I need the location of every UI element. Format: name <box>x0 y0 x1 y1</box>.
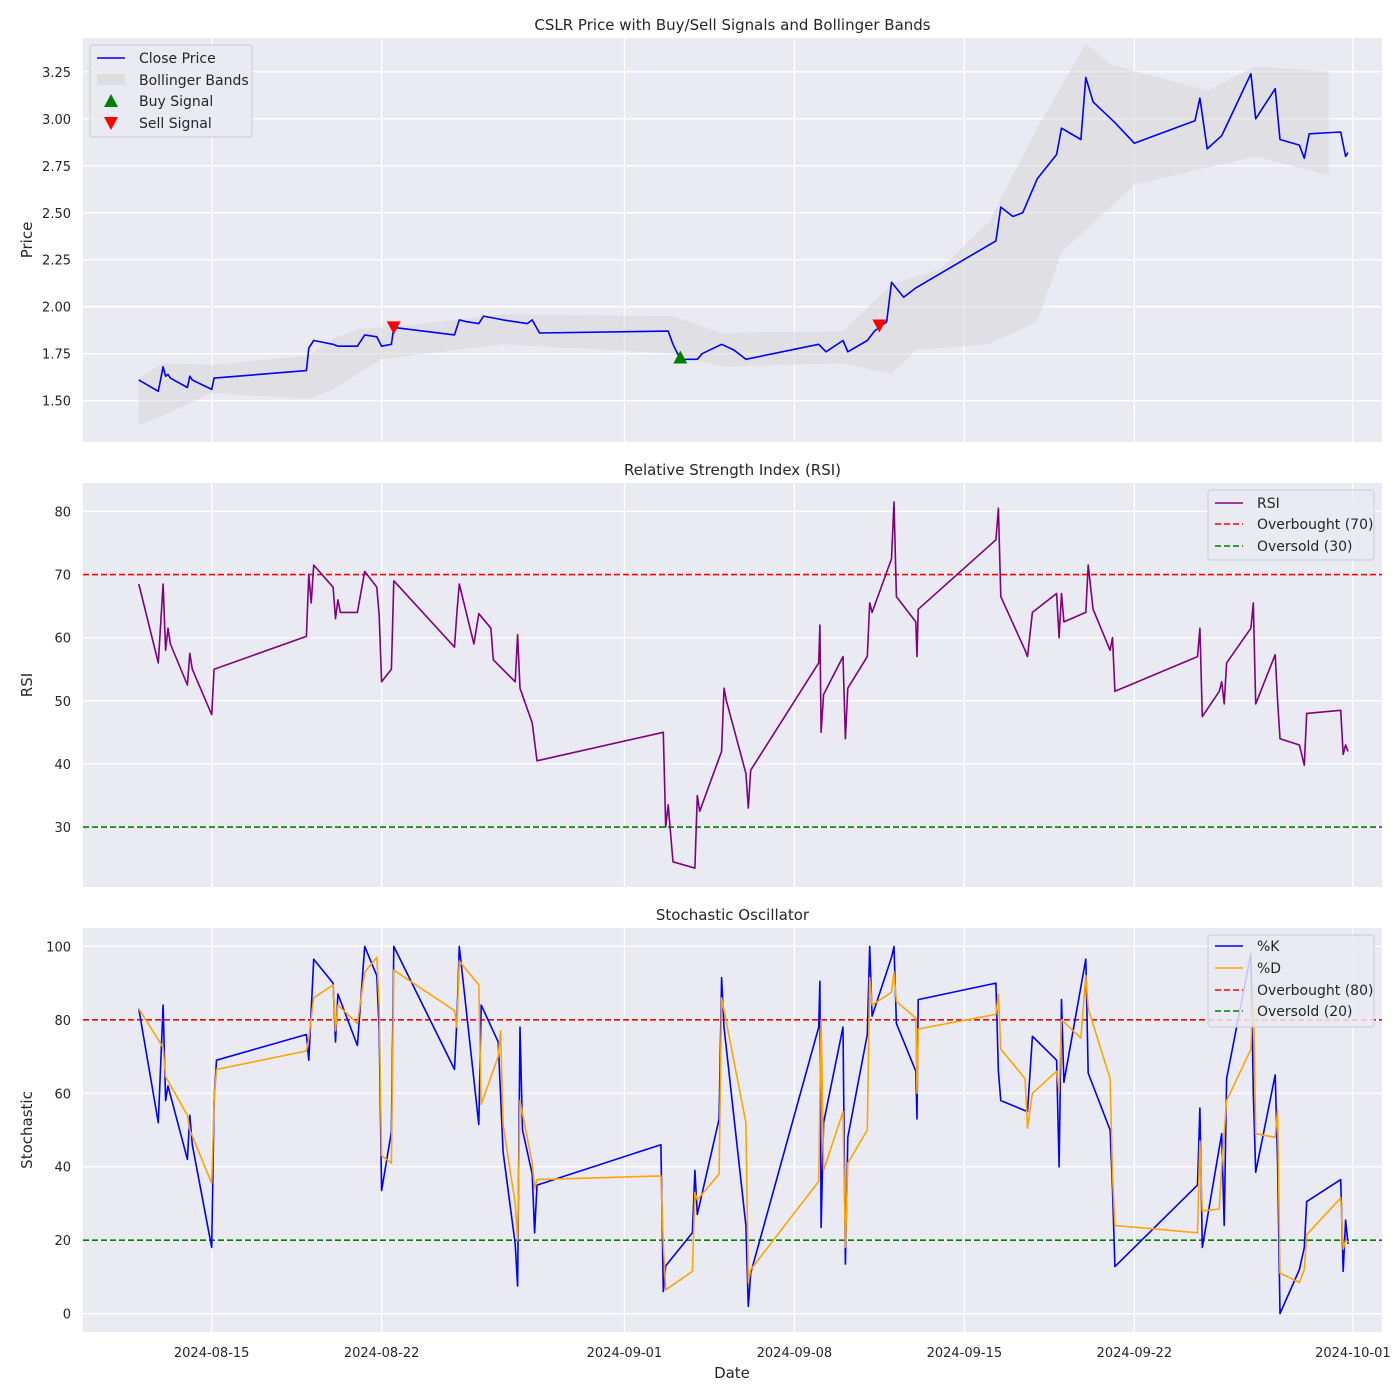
axes-background <box>83 483 1382 887</box>
y-tick-label: 3.25 <box>42 66 71 81</box>
x-tick-label: 2024-09-15 <box>927 1346 1003 1361</box>
legend: Close Price Bollinger Bands Buy Signal Sell… <box>89 44 253 138</box>
legend-label: Overbought (70) <box>1257 517 1373 533</box>
legend-label: Oversold (30) <box>1257 539 1353 555</box>
legend-label: Oversold (20) <box>1257 1004 1353 1020</box>
y-axis-label: RSI <box>18 673 36 697</box>
y-axis-label: Price <box>18 222 36 259</box>
panel-1: 1.50 1.75 2.00 2.25 2.50 2.75 3.00 3.25 CSLR Pri… <box>18 16 1382 442</box>
y-tick-label: 20 <box>54 1234 71 1249</box>
y-tick-label: 60 <box>54 1087 71 1102</box>
x-axis-label: Date <box>714 1364 750 1382</box>
legend-box <box>1207 489 1375 561</box>
panels: 1.50 1.75 2.00 2.25 2.50 2.75 3.00 3.25 CSLR Pri… <box>18 16 1391 1361</box>
legend-label: Overbought (80) <box>1257 983 1373 999</box>
sell-signal-marker <box>386 321 401 335</box>
legend-box <box>89 44 253 138</box>
x-tick-label: 2024-08-22 <box>344 1346 420 1361</box>
legend-label: %K <box>1257 939 1280 955</box>
y-tick-label: 40 <box>54 1161 71 1176</box>
legend-label: Close Price <box>139 51 216 67</box>
y-tick-label: 50 <box>54 695 71 710</box>
legend-label: Sell Signal <box>139 116 212 132</box>
legend: RSI Overbought (70) Oversold (30) <box>1207 489 1375 561</box>
sell-signal-marker <box>872 319 887 333</box>
panel-2: 30 40 50 60 70 80 Relative Strength Index (RSI… <box>18 461 1382 887</box>
x-tick-label: 2024-09-01 <box>587 1346 663 1361</box>
y-tick-label: 60 <box>54 632 71 647</box>
y-tick-label: 70 <box>54 569 71 584</box>
bollinger-band-area <box>138 43 1329 426</box>
plot-area <box>83 501 1382 869</box>
buy-signal-marker <box>673 350 688 364</box>
legend-label: RSI <box>1257 496 1280 512</box>
y-tick-label: 2.75 <box>42 160 71 175</box>
x-tick-label: 2024-10-01 <box>1315 1346 1391 1361</box>
y-tick-label: 80 <box>54 1014 71 1029</box>
plot-area <box>83 945 1382 1315</box>
y-tick-label: 2.25 <box>42 254 71 269</box>
panel-title: Relative Strength Index (RSI) <box>624 461 841 479</box>
panel-3: 0 20 40 60 80 100 2024-08-15 2024-08-22 2024-09-… <box>18 906 1391 1361</box>
legend-label: Bollinger Bands <box>139 73 249 89</box>
y-tick-label: 40 <box>54 758 71 773</box>
y-tick-label: 30 <box>54 821 71 836</box>
legend: %K %D Overbought (80) Oversold (20) <box>1207 934 1375 1028</box>
y-tick-label: 1.50 <box>42 395 71 410</box>
x-tick-label: 2024-08-15 <box>174 1346 250 1361</box>
legend-label: Buy Signal <box>139 94 213 110</box>
legend-box <box>1207 934 1375 1028</box>
legend-swatch-bollinger <box>97 74 125 85</box>
d-line <box>138 956 1349 1291</box>
y-tick-label: 0 <box>63 1308 71 1323</box>
panel-title: CSLR Price with Buy/Sell Signals and Bol… <box>534 16 930 34</box>
axes-background <box>83 928 1382 1332</box>
legend-swatch-sell <box>104 117 118 130</box>
rsi-line <box>138 501 1349 869</box>
y-axis-label: Stochastic <box>18 1091 36 1169</box>
panel-title: Stochastic Oscillator <box>656 906 810 924</box>
legend-swatch-buy <box>104 94 118 107</box>
legend-label: %D <box>1257 961 1281 977</box>
axes-background <box>83 38 1382 442</box>
y-tick-label: 2.00 <box>42 301 71 316</box>
y-tick-label: 100 <box>46 940 71 955</box>
x-tick-label: 2024-09-08 <box>757 1346 833 1361</box>
y-tick-label: 80 <box>54 505 71 520</box>
y-tick-label: 1.75 <box>42 348 71 363</box>
x-tick-label: 2024-09-22 <box>1097 1346 1173 1361</box>
plot-area <box>138 43 1349 426</box>
y-tick-label: 3.00 <box>42 113 71 128</box>
close-price-line <box>138 72 1349 393</box>
y-tick-label: 2.50 <box>42 207 71 222</box>
